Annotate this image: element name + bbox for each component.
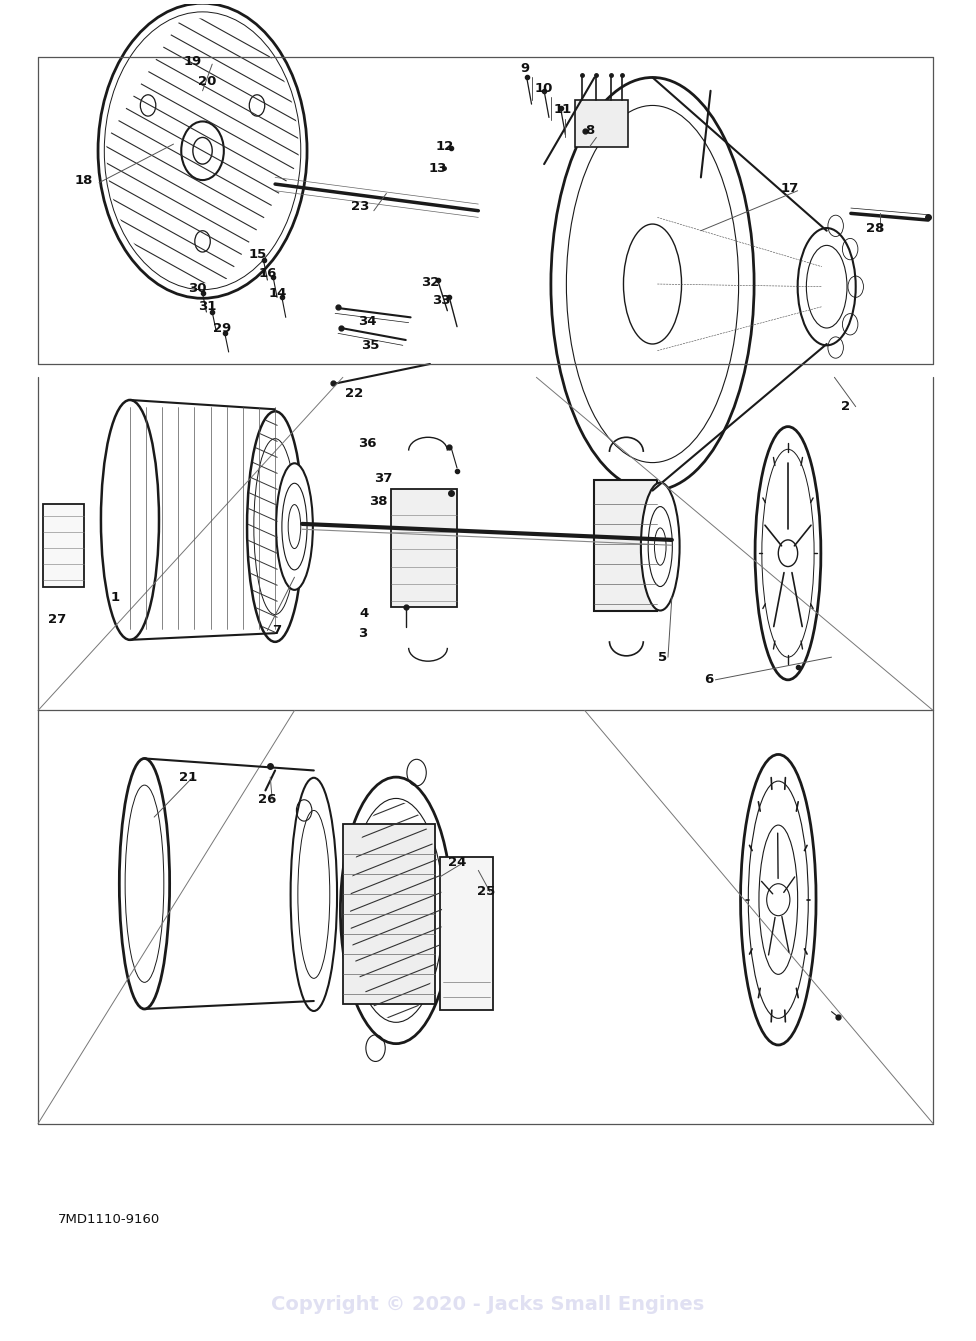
Text: 18: 18 [74,173,93,186]
Text: 16: 16 [259,267,276,280]
Bar [391,489,457,606]
Text: 32: 32 [421,276,439,290]
Text: 33: 33 [432,294,451,307]
Ellipse shape [741,755,816,1045]
Text: 13: 13 [428,161,447,174]
Text: 15: 15 [249,248,266,261]
Text: 7MD1110-9160: 7MD1110-9160 [58,1214,160,1226]
Text: 34: 34 [358,315,377,327]
Text: 9: 9 [520,62,529,75]
Ellipse shape [341,778,452,1043]
Text: 23: 23 [351,200,370,213]
Text: 11: 11 [553,103,572,115]
Text: 7: 7 [272,624,282,637]
Text: 4: 4 [359,606,369,620]
Text: 27: 27 [48,613,66,626]
Ellipse shape [291,778,337,1011]
Text: 35: 35 [361,339,379,351]
Bar [439,857,493,1010]
Text: 22: 22 [346,386,364,400]
Text: 2: 2 [841,400,851,413]
Text: 17: 17 [781,181,799,194]
Text: 37: 37 [375,472,392,485]
Circle shape [249,95,264,117]
Text: 1: 1 [111,590,120,603]
Text: 12: 12 [435,141,454,153]
Text: 21: 21 [179,771,197,783]
Circle shape [195,231,210,252]
Ellipse shape [98,3,307,298]
Circle shape [778,540,797,566]
Ellipse shape [247,412,304,642]
Text: 29: 29 [213,322,231,334]
Circle shape [141,95,156,117]
Bar [343,823,434,1003]
Text: 10: 10 [535,82,553,95]
Ellipse shape [276,463,313,590]
Text: 6: 6 [704,673,713,687]
Text: 36: 36 [358,437,377,451]
Text: 24: 24 [448,856,467,869]
Text: Copyright © 2020 - Jacks Small Engines: Copyright © 2020 - Jacks Small Engines [271,1295,705,1314]
Bar [594,480,658,610]
Circle shape [767,884,790,916]
Text: 30: 30 [188,282,207,295]
Ellipse shape [755,426,821,680]
Text: 14: 14 [268,287,287,300]
Ellipse shape [797,228,856,346]
Text: 5: 5 [658,650,667,664]
Text: 3: 3 [357,626,367,640]
Text: 19: 19 [183,55,202,68]
Text: 26: 26 [259,794,276,806]
Ellipse shape [101,400,159,640]
Text: 25: 25 [477,885,495,898]
Circle shape [182,122,224,180]
Ellipse shape [550,78,754,491]
Bar [43,504,84,586]
Text: 31: 31 [198,300,217,314]
Ellipse shape [119,759,170,1008]
Ellipse shape [641,483,679,610]
Text: 28: 28 [866,221,884,235]
Bar [575,101,629,146]
Text: 38: 38 [369,495,387,508]
Text: 20: 20 [198,75,217,89]
Text: 8: 8 [585,125,594,137]
